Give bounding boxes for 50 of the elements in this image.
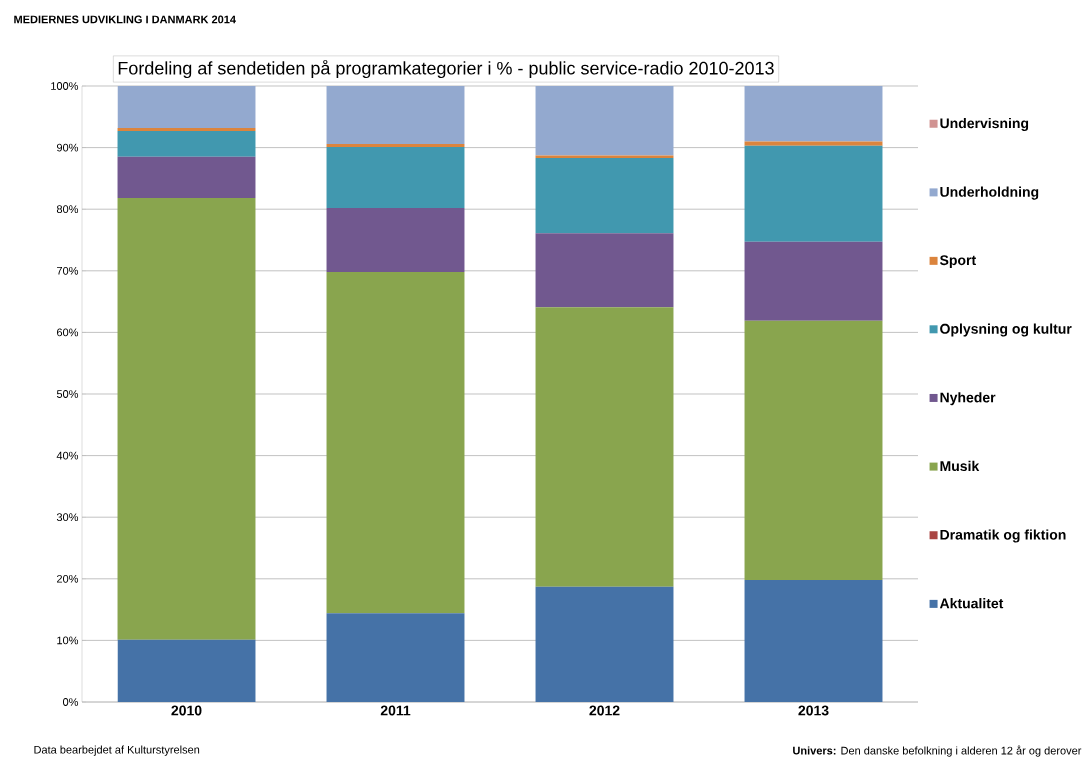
bar [326,146,465,208]
y-tick-label: 10% [57,636,79,645]
y-tick-label: 70% [57,266,79,275]
x-tick-label: 2011 [380,705,411,716]
y-tick-label: 90% [56,143,79,152]
bar [535,586,674,702]
bar [326,207,465,273]
bar [535,233,674,308]
y-tick-label: 80% [56,205,79,214]
legend-label: Dramatik og fiktion [940,529,1066,543]
chart-subtitle: MEDIERNES UDVIKLING I DANMARK 2014 [14,15,236,24]
bar [117,86,256,128]
bar [326,613,465,702]
x-tick-label: 2012 [589,705,620,716]
y-tick-label: 50% [56,390,79,398]
legend-label: Sport [939,255,976,268]
y-tick-label: 20% [57,574,79,583]
bar [117,156,256,199]
bar [326,272,465,614]
legend-label: Underholdning [940,186,1039,200]
bar [117,130,256,157]
bar [535,307,674,587]
y-tick-label: 100% [51,82,79,90]
bar [744,580,883,702]
y-tick-label: 30% [56,513,79,522]
legend-label: Oplysning og kultur [940,323,1072,337]
x-tick-label: 2010 [171,705,202,716]
bar [744,320,883,581]
y-tick-label: 0% [63,698,79,706]
bar [744,145,883,242]
legend-label: Aktualitet [939,598,1004,609]
legend-label: Musik [940,460,980,472]
bar [117,198,256,640]
y-tick-label: 60% [57,328,79,337]
bar [117,639,256,702]
bar [326,86,465,144]
bar [744,141,883,146]
text: Data bearbejdet af Kulturstyrelsen [34,745,200,756]
legend-label: Undervisning [940,117,1029,132]
bar [535,86,674,156]
bar [744,86,883,142]
bar [535,158,674,234]
bar [117,127,256,131]
x-tick-label: 2013 [798,705,829,716]
text: Univers: Den danske befolkning i alderen 12 år og derover [793,745,1082,757]
legend-label: Nyheder [940,392,996,406]
y-tick-label: 40% [56,451,79,460]
bar [326,143,465,147]
bar [744,241,883,321]
chart-title: Fordeling af sendetiden på programkategorier i % - public service-radio 2010-2013 [118,59,774,79]
